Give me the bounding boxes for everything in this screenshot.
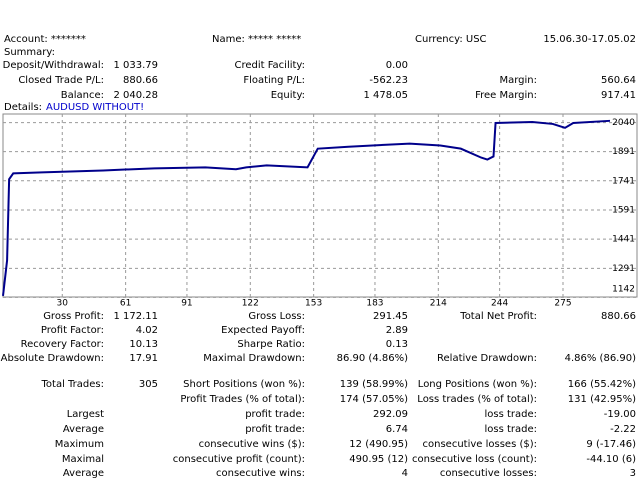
account: Account: *******: [4, 34, 86, 45]
label: Absolute Drawdown:: [0, 353, 104, 364]
label: profit trade:: [245, 409, 305, 420]
value: 292.09: [373, 409, 408, 420]
balance-line: [2, 119, 611, 296]
label: Maximal Drawdown:: [203, 353, 305, 364]
value: 139 (58.99%): [339, 379, 408, 390]
label: Expected Payoff:: [221, 325, 305, 336]
y-tick-label: 1441: [612, 235, 635, 245]
value: 880.66: [601, 311, 636, 322]
value: 560.64: [601, 75, 636, 86]
label: Relative Drawdown:: [437, 353, 537, 364]
label: Loss trades (% of total):: [417, 394, 537, 405]
x-tick-label: 183: [366, 299, 383, 309]
label: Average: [62, 468, 104, 479]
value: 490.95 (12): [349, 454, 408, 465]
value: 4.02: [135, 325, 158, 336]
summary-heading: Summary:: [4, 47, 55, 58]
label: consecutive wins ($):: [198, 439, 305, 450]
label: Free Margin:: [475, 90, 537, 101]
label: Total Trades:: [41, 379, 105, 390]
name: Name: ***** *****: [212, 34, 302, 45]
value: 1 033.79: [113, 60, 158, 71]
value: 131 (42.95%): [567, 394, 636, 405]
y-tick-label: 1591: [612, 205, 635, 215]
value: 6.74: [385, 424, 408, 435]
label: consecutive profit (count):: [172, 454, 305, 465]
value: 12 (490.95): [349, 439, 408, 450]
label: Deposit/Withdrawal:: [2, 60, 104, 71]
currency: Currency: USC: [415, 34, 487, 45]
y-tick-label: 2040: [612, 118, 635, 128]
label: Gross Profit:: [43, 311, 104, 322]
value: 0.00: [385, 60, 408, 71]
y-tick-label: 1142: [612, 285, 635, 295]
value: 2.89: [385, 325, 408, 336]
value: 917.41: [601, 90, 636, 101]
value: 166 (55.42%): [567, 379, 636, 390]
label: Profit Factor:: [40, 325, 104, 336]
x-tick-label: 122: [242, 299, 259, 309]
label: Equity:: [270, 90, 305, 101]
label: loss trade:: [484, 424, 537, 435]
label: profit trade:: [245, 424, 305, 435]
label: Long Positions (won %):: [417, 379, 537, 390]
x-tick-label: 244: [491, 299, 508, 309]
label: Recovery Factor:: [20, 339, 104, 350]
label: consecutive losses ($):: [422, 439, 538, 450]
value: 17.91: [129, 353, 158, 364]
value: 1 478.05: [363, 90, 408, 101]
label: Credit Facility:: [234, 60, 305, 71]
value: 0.13: [385, 339, 408, 350]
value: 174 (57.05%): [339, 394, 408, 405]
label: Floating P/L:: [243, 75, 305, 86]
value: 305: [138, 379, 158, 390]
value: 3: [629, 468, 636, 479]
symbol: AUDUSD WITHOUT!: [46, 102, 145, 113]
value: 9 (-17.46): [586, 439, 636, 450]
label: Largest: [66, 409, 104, 420]
label: Maximum: [54, 439, 104, 450]
y-tick-label: 1741: [612, 176, 635, 186]
x-tick-label: 275: [554, 299, 571, 309]
value: 880.66: [123, 75, 158, 86]
value: 1 172.11: [113, 311, 158, 322]
value: 4: [401, 468, 408, 479]
label: Sharpe Ratio:: [237, 339, 305, 350]
label: Total Net Profit:: [460, 311, 537, 322]
period: 15.06.30-17.05.02: [543, 34, 636, 45]
x-tick-label: 153: [305, 299, 322, 309]
label: Maximal: [61, 454, 104, 465]
x-tick-label: 30: [57, 299, 69, 309]
x-tick-label: 61: [120, 299, 131, 309]
value: -19.00: [603, 409, 636, 420]
label: Profit Trades (% of total):: [180, 394, 305, 405]
label: Balance:: [60, 90, 104, 101]
label: Average: [62, 424, 104, 435]
x-tick-label: 91: [181, 299, 192, 309]
label: consecutive wins:: [216, 468, 305, 479]
value: 2 040.28: [113, 90, 158, 101]
label: Margin:: [499, 75, 537, 86]
x-tick-label: 214: [430, 299, 447, 309]
value: 86.90 (4.86%): [336, 353, 408, 364]
label: Closed Trade P/L:: [18, 75, 104, 86]
label: consecutive loss (count):: [412, 454, 537, 465]
value: 4.86% (86.90): [564, 353, 636, 364]
value: -2.22: [610, 424, 636, 435]
value: 291.45: [373, 311, 408, 322]
label: Short Positions (won %):: [183, 379, 305, 390]
label: loss trade:: [484, 409, 537, 420]
value: -562.23: [369, 75, 408, 86]
label: consecutive losses:: [439, 468, 537, 479]
label: Gross Loss:: [248, 311, 305, 322]
y-tick-label: 1891: [612, 147, 635, 157]
plot-frame: [2, 113, 638, 298]
value: -44.10 (6): [586, 454, 636, 465]
y-tick-label: 1291: [612, 264, 635, 274]
details-label: Details:: [4, 102, 43, 113]
value: 10.13: [129, 339, 158, 350]
